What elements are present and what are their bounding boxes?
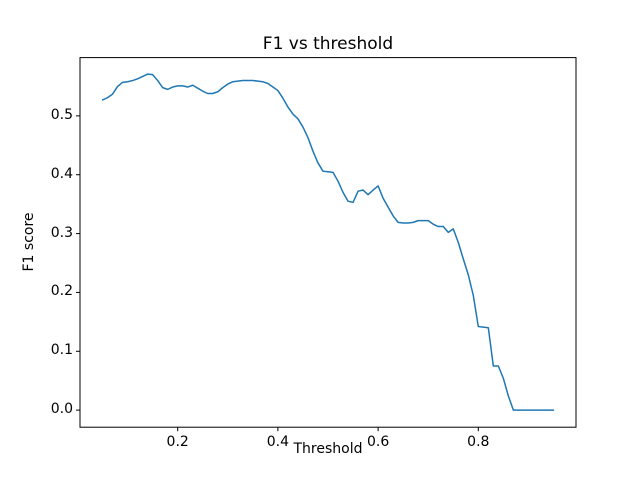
x-tick-label: 0.6 (366, 434, 390, 451)
y-tick-label: 0.4 (50, 165, 73, 182)
x-tick-label: 0.8 (467, 434, 490, 451)
x-axis-label: Threshold (293, 441, 363, 457)
y-axis-label: F1 score (21, 212, 37, 272)
y-tick-label: 0.2 (50, 283, 73, 300)
f1-curve (101, 73, 555, 411)
y-tick-label: 0.1 (50, 342, 73, 359)
axes-frame (79, 57, 577, 428)
y-tick-label: 0.3 (50, 224, 73, 241)
chart-title: F1 vs threshold (262, 34, 394, 54)
y-tick-label: 0.0 (50, 401, 73, 418)
x-tick-label: 0.4 (266, 434, 290, 451)
x-tick-label: 0.2 (166, 434, 189, 451)
y-tick-label: 0.5 (50, 106, 73, 123)
